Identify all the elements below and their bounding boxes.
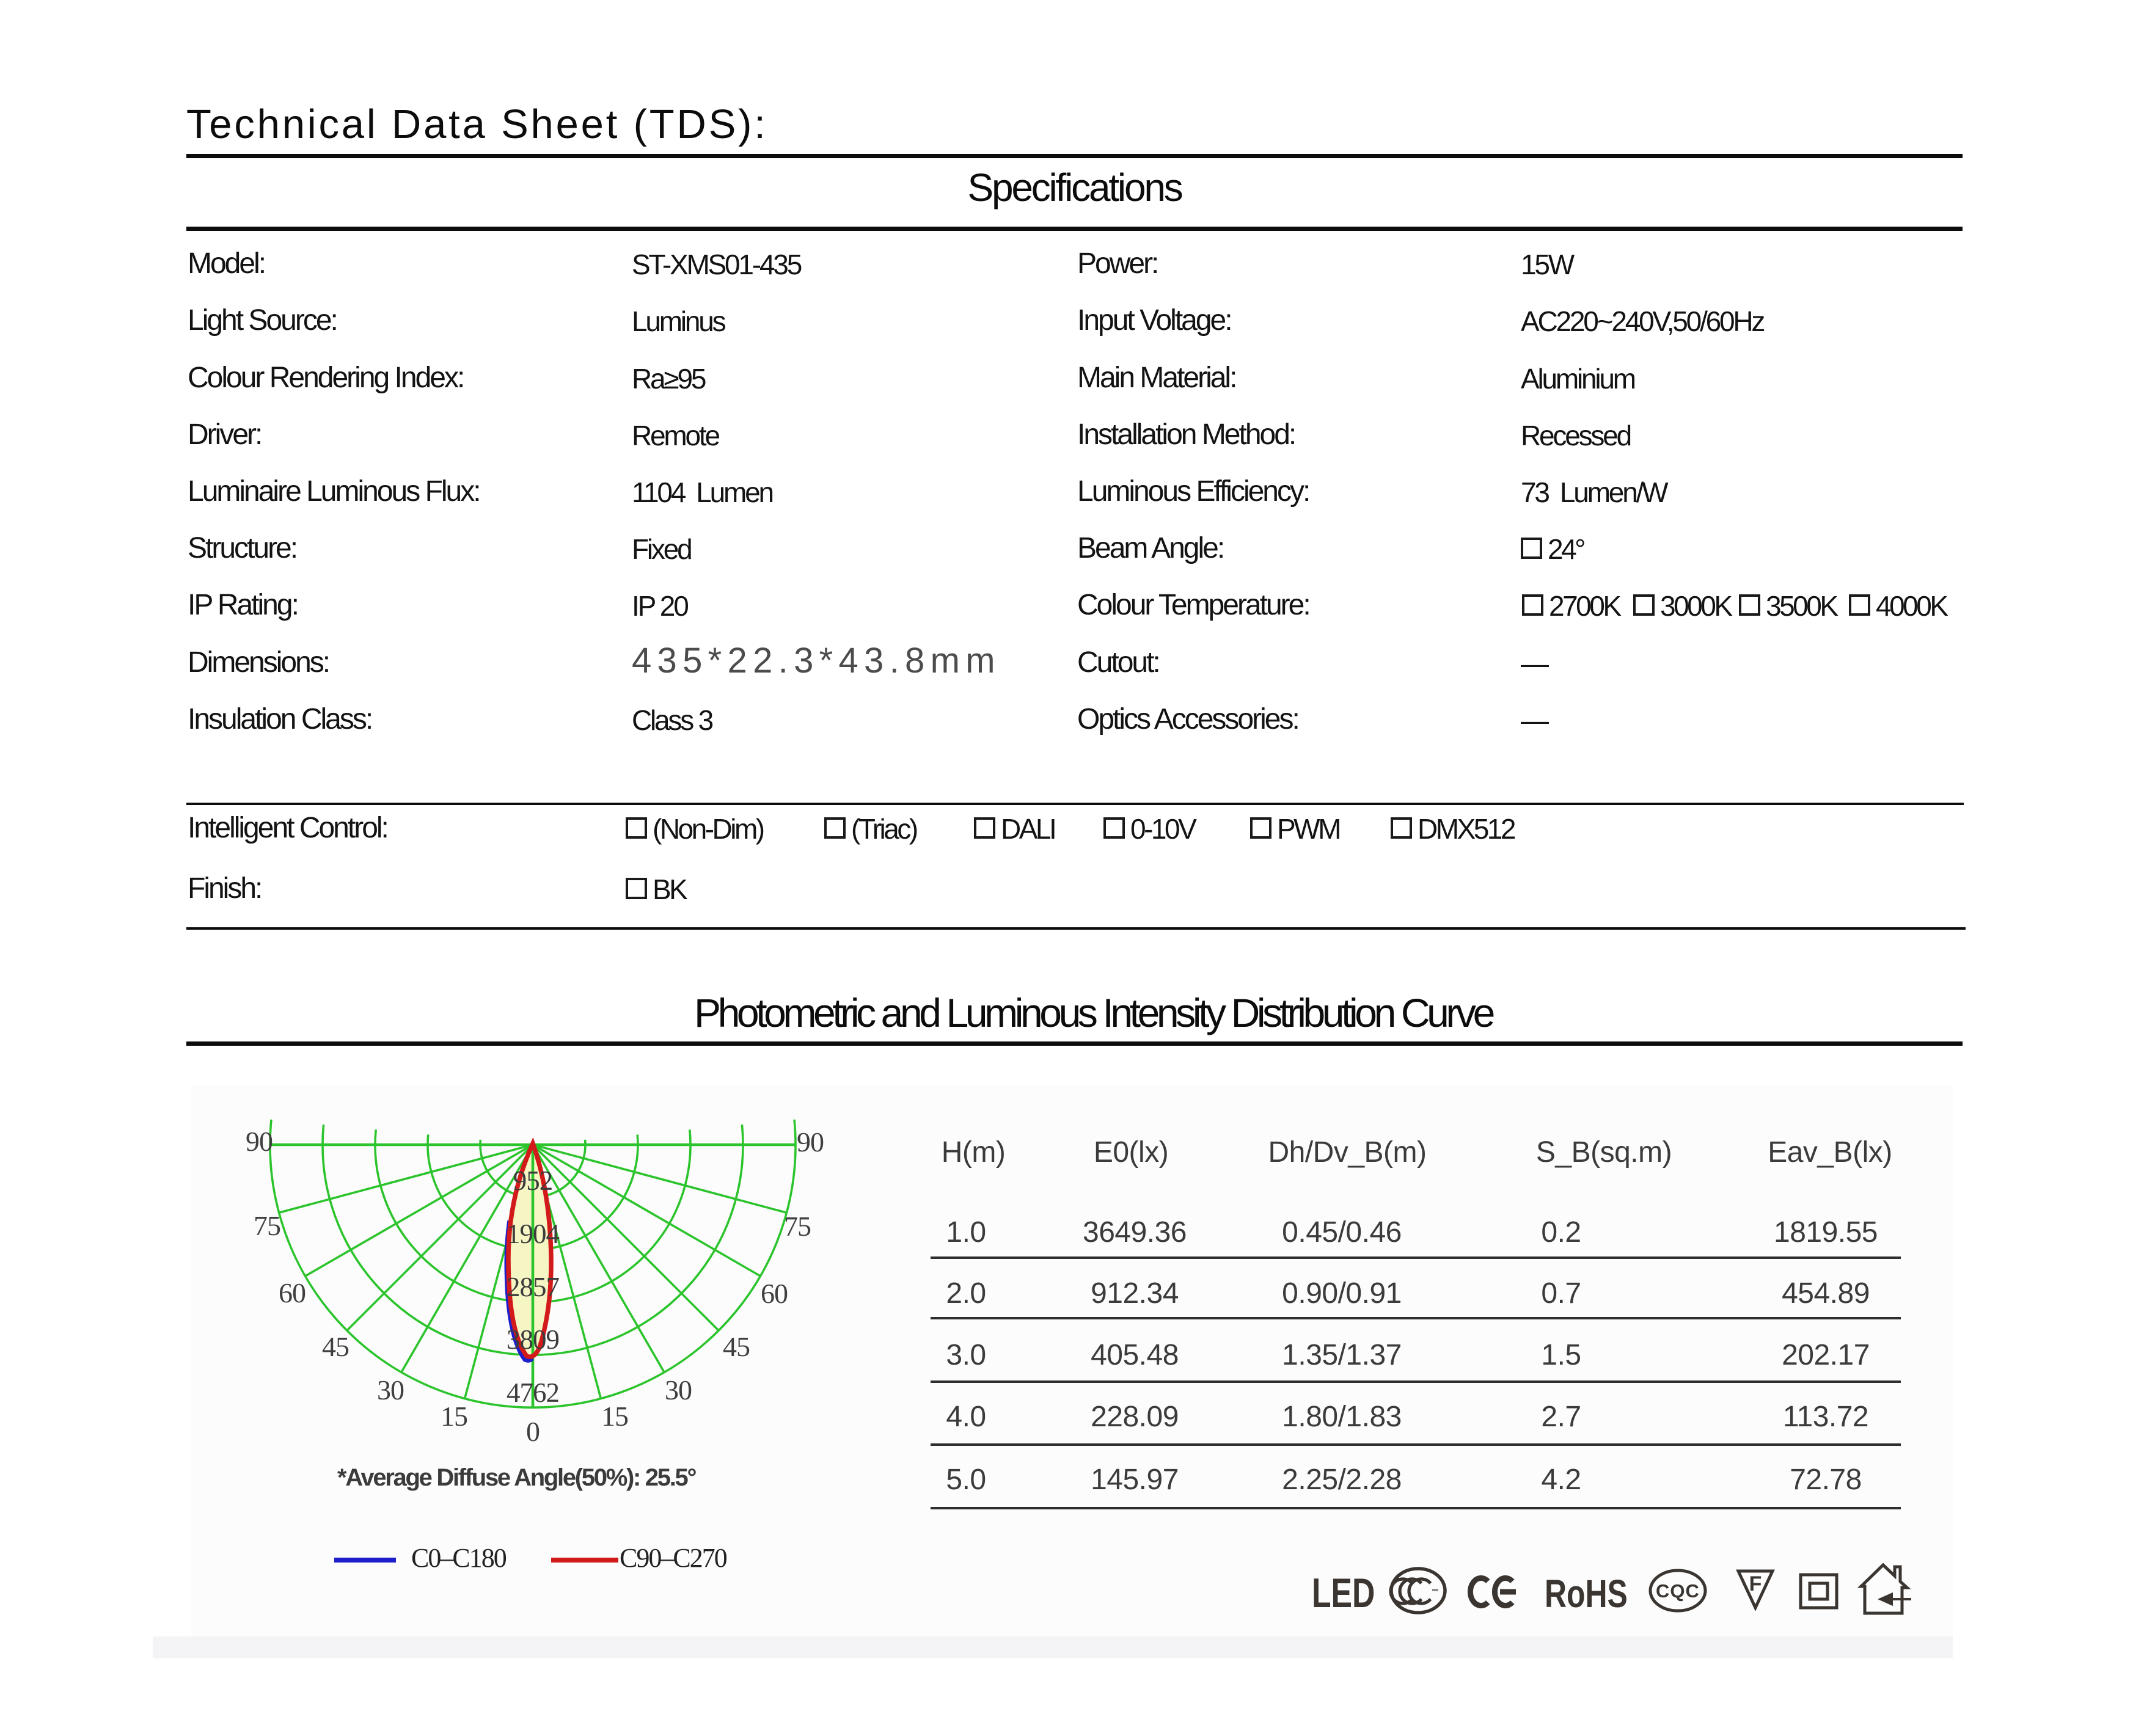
svg-text:60: 60 <box>761 1278 788 1309</box>
svg-text:60: 60 <box>279 1277 306 1308</box>
svg-text:90: 90 <box>797 1126 824 1158</box>
svg-text:RoHS: RoHS <box>1545 1572 1628 1616</box>
svg-text:2857: 2857 <box>507 1272 560 1302</box>
svg-text:15: 15 <box>601 1401 628 1432</box>
svg-text:1904: 1904 <box>507 1219 560 1249</box>
svg-text:0: 0 <box>526 1416 540 1447</box>
svg-text:75: 75 <box>784 1211 811 1242</box>
svg-text:LED: LED <box>1312 1569 1375 1616</box>
svg-text:45: 45 <box>322 1331 349 1362</box>
svg-text:3809: 3809 <box>507 1324 559 1355</box>
svg-text:30: 30 <box>377 1374 404 1406</box>
svg-text:CQC: CQC <box>1656 1580 1700 1602</box>
svg-text:15: 15 <box>441 1401 467 1432</box>
svg-text:90: 90 <box>246 1126 273 1157</box>
svg-text:75: 75 <box>254 1210 280 1241</box>
svg-text:45: 45 <box>723 1331 750 1362</box>
svg-text:30: 30 <box>665 1374 692 1406</box>
svg-text:952: 952 <box>513 1165 553 1196</box>
svg-text:F: F <box>1749 1572 1762 1596</box>
svg-text:4762: 4762 <box>507 1377 559 1408</box>
